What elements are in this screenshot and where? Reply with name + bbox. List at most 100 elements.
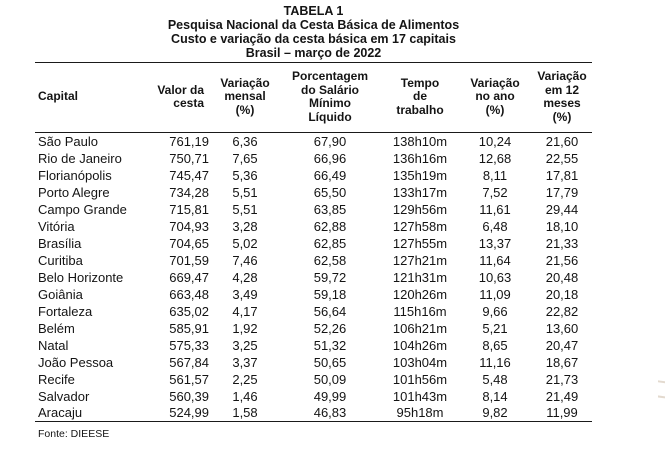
- cell-tempo: 115h16m: [393, 303, 447, 319]
- title-line-3: Custo e variação da cesta básica em 17 c…: [171, 32, 456, 46]
- cell-meses: 21,33: [545, 235, 579, 251]
- cell-ano: 8,65: [482, 337, 508, 353]
- title-line-1: TABELA 1: [283, 4, 344, 18]
- cell-mensal: 5,51: [232, 184, 258, 200]
- cell-mensal: 4,17: [232, 303, 258, 319]
- cell-tempo: 135h19m: [392, 167, 448, 183]
- table-row: Recife 561,57 2,25 50,09 101h56m 5,48 21,73: [35, 371, 592, 388]
- cell-ano: 7,52: [482, 184, 508, 200]
- cell-valor: 524,99: [145, 404, 212, 422]
- table-row: Goiânia 663,48 3,49 59,18 120h26m 11,09 20,18: [35, 286, 592, 303]
- cell-tempo: 104h26m: [392, 337, 448, 353]
- cell-valor: 701,59: [169, 252, 209, 268]
- cell-meses: 22,55: [545, 150, 579, 166]
- cell-mensal: 1,58: [212, 404, 278, 422]
- cell-capital: Salvador: [38, 388, 90, 404]
- cell-ano: 11,64: [479, 252, 511, 268]
- cell-meses: 22,82: [545, 303, 579, 319]
- source-note: Fonte: DIEESE: [38, 428, 110, 440]
- cell-meses: 18,67: [545, 354, 579, 370]
- cell-porcentagem: 62,85: [313, 235, 347, 251]
- cell-meses: 21,56: [545, 252, 579, 268]
- cell-porcentagem: 66,49: [313, 167, 347, 183]
- table-row: Campo Grande 715,81 5,51 63,85 129h56m 11,61 2…: [35, 201, 592, 218]
- cell-ano: 11,09: [479, 286, 511, 302]
- cell-tempo: 101h43m: [392, 388, 448, 404]
- cell-mensal: 1,46: [232, 388, 258, 404]
- cell-mensal: 3,37: [232, 354, 258, 370]
- cell-meses: 21,49: [545, 388, 579, 404]
- cell-mensal: 3,25: [232, 337, 258, 353]
- cell-mensal: 5,02: [232, 235, 258, 251]
- table-header: Capital Valor da cesta Variação mensal (%)…: [35, 62, 592, 133]
- table-row: Belém 585,91 1,92 52,26 106h21m 5,21 13,60: [35, 320, 592, 337]
- cell-valor: 704,93: [169, 218, 209, 234]
- cell-capital: São Paulo: [38, 133, 98, 149]
- cell-porcentagem: 62,88: [313, 218, 347, 234]
- cell-ano: 8,14: [482, 388, 508, 404]
- cell-meses: 21,60: [545, 133, 579, 149]
- cell-ano: 5,48: [482, 371, 508, 387]
- title-line-2: Pesquisa Nacional da Cesta Básica de Ali…: [167, 18, 460, 32]
- cell-meses: 20,48: [545, 269, 579, 285]
- cell-capital: Goiânia: [38, 286, 83, 302]
- cell-mensal: 7,65: [232, 150, 258, 166]
- column-header-ano: Variação no ano (%): [458, 62, 532, 133]
- cell-tempo: 103h04m: [392, 354, 448, 370]
- cell-meses: 13,60: [545, 320, 579, 336]
- cell-tempo: 127h58m: [392, 218, 448, 234]
- table-row: Vitória 704,93 3,28 62,88 127h58m 6,48 18,10: [35, 218, 592, 235]
- column-header-mensal: Variação mensal (%): [212, 62, 278, 133]
- cell-capital: João Pessoa: [38, 354, 114, 370]
- cell-capital: Natal: [38, 337, 69, 353]
- column-header-meses: Variação em 12 meses (%): [532, 62, 592, 133]
- cell-tempo: 120h26m: [392, 286, 448, 302]
- cell-valor: 635,02: [169, 303, 209, 319]
- scan-artifact: [658, 378, 665, 400]
- cell-porcentagem: 62,58: [313, 252, 347, 268]
- cell-tempo: 101h56m: [392, 371, 448, 387]
- cell-porcentagem: 50,09: [313, 371, 347, 387]
- cell-capital: Recife: [38, 371, 75, 387]
- cell-capital: Fortaleza: [38, 303, 93, 319]
- cell-tempo: 127h55m: [392, 235, 448, 251]
- cell-valor: 585,91: [169, 320, 209, 336]
- cell-tempo: 106h21m: [392, 320, 448, 336]
- column-header-tempo: Tempo de trabalho: [382, 62, 458, 133]
- cell-porcentagem: 52,26: [313, 320, 347, 336]
- table-row: Florianópolis 745,47 5,36 66,49 135h19m 8,11 1…: [35, 167, 592, 184]
- cell-tempo: 121h31m: [392, 269, 448, 285]
- cell-capital: Belo Horizonte: [38, 269, 124, 285]
- cell-capital: Brasília: [38, 235, 82, 251]
- cell-tempo: 127h21m: [392, 252, 448, 268]
- table-row: São Paulo 761,19 6,36 67,90 138h10m 10,24 21,6…: [35, 133, 592, 150]
- cell-valor: 669,47: [169, 269, 209, 285]
- cell-porcentagem: 63,85: [313, 201, 347, 217]
- cell-mensal: 7,46: [232, 252, 258, 268]
- column-header-valor: Valor da cesta: [145, 62, 212, 133]
- cell-ano: 11,61: [479, 201, 511, 217]
- cell-ano: 6,48: [482, 218, 508, 234]
- table-row: Porto Alegre 734,28 5,51 65,50 133h17m 7,52 17…: [35, 184, 592, 201]
- cell-meses: 17,79: [545, 184, 579, 200]
- cell-valor: 663,48: [169, 286, 209, 302]
- cell-capital: Porto Alegre: [38, 184, 110, 200]
- cell-mensal: 5,36: [232, 167, 258, 183]
- cell-mensal: 3,49: [232, 286, 258, 302]
- cell-mensal: 5,51: [232, 201, 258, 217]
- cell-meses: 21,73: [545, 371, 579, 387]
- cell-porcentagem: 65,50: [313, 184, 347, 200]
- title-line-4: Brasil – março de 2022: [245, 46, 382, 60]
- cell-porcentagem: 66,96: [313, 150, 347, 166]
- cell-valor: 761,19: [169, 133, 209, 149]
- column-header-porcentagem: Porcentagem do Salário Mínimo Líquido: [278, 62, 382, 133]
- cell-porcentagem: 59,18: [313, 286, 347, 302]
- cell-meses: 29,44: [545, 201, 579, 217]
- cell-capital: Florianópolis: [38, 167, 112, 183]
- basket-cost-table: Capital Valor da cesta Variação mensal (%)…: [35, 62, 592, 422]
- cell-tempo: 95h18m: [382, 404, 458, 422]
- table-row: Aracaju 524,99 1,58 46,83 95h18m 9,82 11,99: [35, 404, 592, 422]
- table-row: João Pessoa 567,84 3,37 50,65 103h04m 11,16 18…: [35, 354, 592, 371]
- cell-porcentagem: 67,90: [313, 133, 347, 149]
